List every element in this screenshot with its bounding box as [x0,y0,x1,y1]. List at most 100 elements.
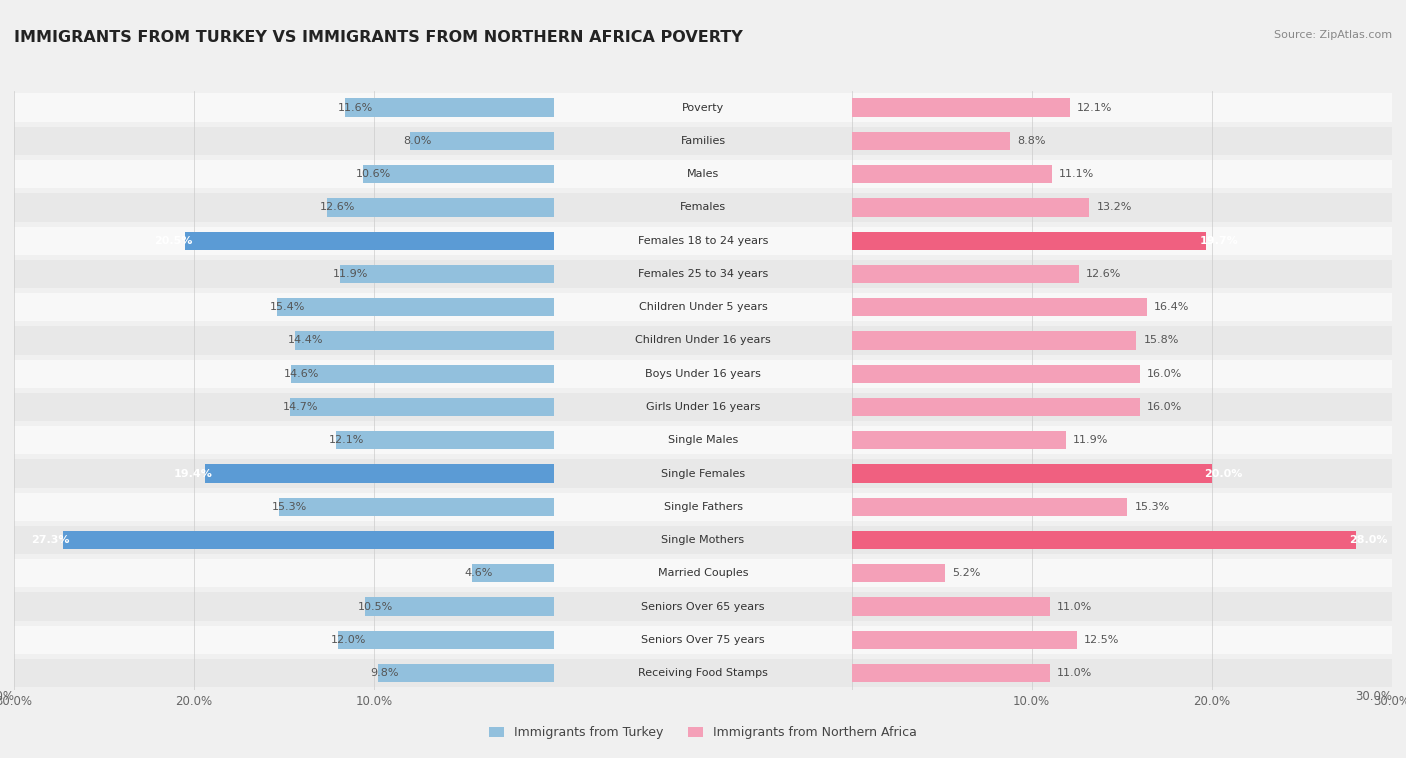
Text: 16.0%: 16.0% [1147,402,1182,412]
Bar [852,331,1136,349]
Bar [852,631,1077,649]
Bar [0,293,1406,321]
Bar [0,493,1406,521]
Bar [339,631,554,649]
Bar [0,459,1406,487]
Bar [0,593,1406,621]
Text: 11.1%: 11.1% [1059,169,1094,179]
Bar [0,327,1406,355]
Bar [0,426,1406,454]
Text: 16.0%: 16.0% [1147,368,1182,379]
Text: Single Fathers: Single Fathers [664,502,742,512]
Text: 13.2%: 13.2% [1097,202,1132,212]
Bar [0,160,1406,188]
Bar [364,165,554,183]
Text: 15.8%: 15.8% [1143,336,1178,346]
Text: Females: Females [681,202,725,212]
Bar [346,99,554,117]
Bar [471,564,554,582]
Bar [0,426,1406,454]
Bar [0,393,1406,421]
Text: 10.5%: 10.5% [359,602,394,612]
Bar [0,526,1406,554]
Bar [0,659,1406,688]
Bar [0,293,1406,321]
Bar [290,398,554,416]
Bar [0,626,1406,654]
Legend: Immigrants from Turkey, Immigrants from Northern Africa: Immigrants from Turkey, Immigrants from … [484,721,922,744]
Bar [852,664,1050,682]
Text: 12.1%: 12.1% [329,435,364,445]
Text: 20.0%: 20.0% [1205,468,1243,478]
Bar [852,231,1206,250]
Bar [852,531,1355,550]
Bar [336,431,554,449]
Bar [291,365,554,383]
Text: 30.0%: 30.0% [0,690,14,703]
Text: 12.0%: 12.0% [330,635,367,645]
Bar [0,459,1406,487]
Bar [0,459,1406,487]
Text: 9.8%: 9.8% [371,668,399,678]
Text: Single Males: Single Males [668,435,738,445]
Bar [0,559,1406,587]
Text: Children Under 16 years: Children Under 16 years [636,336,770,346]
Text: Males: Males [688,169,718,179]
Text: 19.4%: 19.4% [173,468,212,478]
Text: Families: Families [681,136,725,146]
Bar [0,127,1406,155]
Bar [852,99,1070,117]
Bar [852,564,945,582]
Bar [852,465,1212,483]
Bar [852,298,1147,316]
Text: 11.0%: 11.0% [1057,602,1092,612]
Text: 11.6%: 11.6% [339,102,374,113]
Bar [852,265,1078,283]
Text: 19.7%: 19.7% [1199,236,1237,246]
Text: 14.6%: 14.6% [284,368,319,379]
Bar [0,93,1406,122]
Text: 12.6%: 12.6% [1085,269,1121,279]
Text: 12.6%: 12.6% [321,202,356,212]
Bar [328,199,554,217]
Bar [852,398,1140,416]
Bar [278,498,554,516]
Bar [0,393,1406,421]
Bar [0,526,1406,554]
Bar [0,193,1406,221]
Bar [0,260,1406,288]
Bar [0,293,1406,321]
Bar [0,327,1406,355]
Bar [277,298,554,316]
Bar [0,426,1406,454]
Text: Seniors Over 75 years: Seniors Over 75 years [641,635,765,645]
Bar [0,93,1406,122]
Text: 14.7%: 14.7% [283,402,318,412]
Bar [0,493,1406,521]
Text: 28.0%: 28.0% [1348,535,1388,545]
Text: Females 18 to 24 years: Females 18 to 24 years [638,236,768,246]
Text: 11.0%: 11.0% [1057,668,1092,678]
Text: Receiving Food Stamps: Receiving Food Stamps [638,668,768,678]
Bar [0,559,1406,587]
Bar [0,526,1406,554]
Bar [0,493,1406,521]
Text: 16.4%: 16.4% [1154,302,1189,312]
Text: Source: ZipAtlas.com: Source: ZipAtlas.com [1274,30,1392,40]
Text: Girls Under 16 years: Girls Under 16 years [645,402,761,412]
Bar [378,664,554,682]
Text: 30.0%: 30.0% [1355,690,1392,703]
Text: Single Females: Single Females [661,468,745,478]
Text: 11.9%: 11.9% [333,269,368,279]
Text: Seniors Over 65 years: Seniors Over 65 years [641,602,765,612]
Bar [0,626,1406,654]
Bar [0,93,1406,122]
Bar [340,265,554,283]
Bar [0,160,1406,188]
Bar [852,165,1052,183]
Bar [0,359,1406,388]
Text: 10.6%: 10.6% [356,169,391,179]
Bar [0,327,1406,355]
Bar [0,227,1406,255]
Bar [63,531,554,550]
